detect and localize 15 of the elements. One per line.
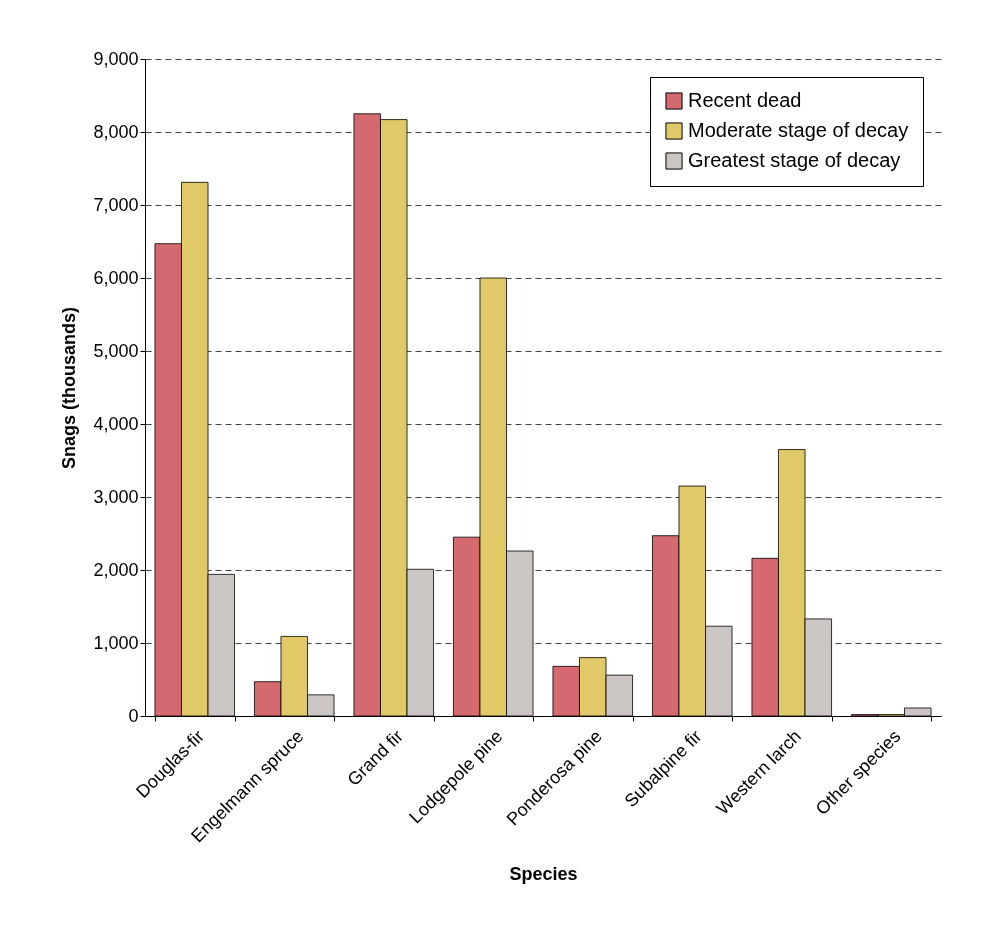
- y-tick-label: 4,000: [93, 413, 139, 434]
- legend-label: Recent dead: [688, 89, 802, 111]
- y-tick-label: 9,000: [93, 48, 139, 69]
- y-tick-label: 2,000: [93, 559, 139, 580]
- legend-label: Greatest stage of decay: [688, 149, 901, 171]
- y-tick-label: 5,000: [93, 340, 139, 361]
- y-tick-label: 6,000: [93, 267, 139, 288]
- y-tick-label: 3,000: [93, 486, 139, 507]
- x-axis-title: Species: [509, 864, 578, 885]
- y-tick-label: 7,000: [93, 194, 139, 215]
- legend-label: Moderate stage of decay: [688, 119, 909, 141]
- y-axis-title: Snags (thousands): [59, 306, 80, 470]
- y-tick-label: 0: [128, 705, 139, 726]
- y-tick-label: 8,000: [93, 121, 139, 142]
- y-tick-label: 1,000: [93, 632, 139, 653]
